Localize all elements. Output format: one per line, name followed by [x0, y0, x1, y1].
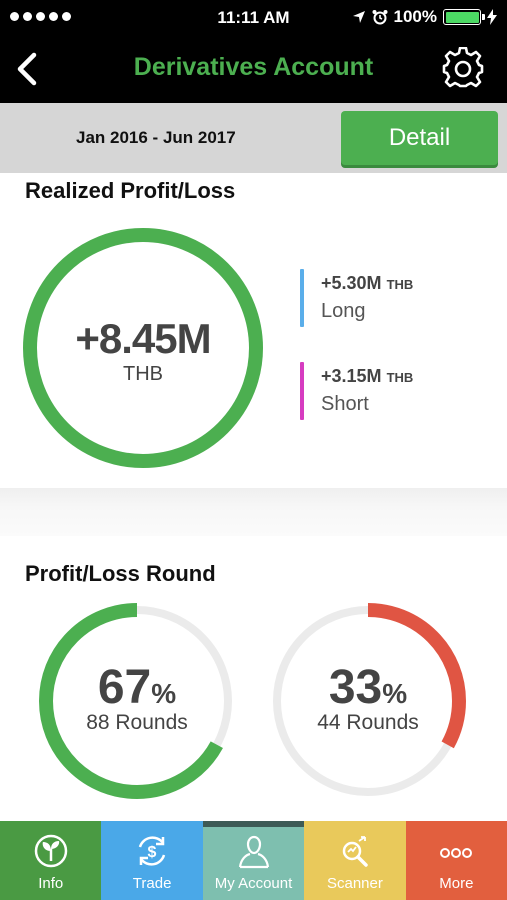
tab-info[interactable]: Info: [0, 821, 102, 900]
win-percent-sign: %: [151, 678, 177, 709]
loss-rounds: 44 Rounds: [317, 711, 419, 734]
more-dots-icon: [440, 848, 473, 858]
short-value-line: +3.15M THB: [321, 366, 413, 387]
status-bar: 11:11 AM 100%: [0, 0, 507, 36]
tab-more-label: More: [439, 875, 474, 892]
realized-ring: [23, 228, 263, 468]
svg-text:$: $: [148, 844, 157, 861]
long-color-bar: [300, 269, 304, 327]
plant-icon: [34, 834, 67, 868]
short-color-bar: [300, 362, 304, 420]
period-range[interactable]: Jan 2016 - Jun 2017: [76, 128, 236, 147]
tab-trade-label: Trade: [132, 875, 172, 892]
signal-dots-icon: [10, 12, 71, 21]
detail-button[interactable]: Detail: [341, 111, 498, 165]
rounds-section-title: Profit/Loss Round: [25, 561, 216, 586]
realized-total-value: +8.45M: [75, 315, 211, 362]
nav-bar: Derivatives Account: [0, 36, 507, 103]
loss-percent: 33: [328, 661, 383, 714]
section-divider: [0, 488, 507, 536]
gear-icon: [442, 46, 484, 88]
realized-total-unit: THB: [123, 363, 163, 385]
location-icon: [352, 11, 365, 23]
long-value: +5.30M: [321, 273, 382, 293]
win-percent-line: 67%: [37, 660, 237, 715]
realized-ring-arc: [23, 228, 263, 468]
short-unit: THB: [386, 370, 414, 385]
back-button[interactable]: [10, 50, 44, 88]
settings-button[interactable]: [441, 46, 485, 91]
tab-more[interactable]: More: [405, 821, 507, 900]
tab-trade[interactable]: $ Trade: [101, 821, 203, 900]
charging-icon: [487, 9, 497, 25]
page-title: Derivatives Account: [133, 53, 374, 81]
tab-my-account[interactable]: My Account: [202, 821, 305, 900]
loss-center: 33% 44 Rounds: [268, 660, 468, 735]
tab-my-account-label: My Account: [214, 875, 293, 892]
battery-icon: [443, 9, 485, 25]
long-unit: THB: [386, 277, 414, 292]
long-value-line: +5.30M THB: [321, 273, 413, 294]
tab-bar: Info $ Trade My Account Scanner: [0, 821, 507, 900]
tab-info-label: Info: [38, 875, 64, 892]
win-ring: [39, 603, 235, 799]
realized-section-title: Realized Profit/Loss: [25, 178, 236, 203]
period-bar: Jan 2016 - Jun 2017 Detail: [0, 103, 507, 173]
alarm-icon: [372, 10, 388, 25]
status-time: 11:11 AM: [217, 8, 290, 27]
short-value: +3.15M: [321, 366, 382, 386]
scanner-icon: [342, 836, 368, 867]
win-rounds: 88 Rounds: [86, 711, 188, 734]
realized-total: +8.45M THB: [20, 315, 266, 386]
win-ring-arc: [39, 603, 235, 799]
loss-percent-line: 33%: [268, 660, 468, 715]
loss-ring: [270, 603, 466, 799]
battery-percent: 100%: [393, 7, 437, 26]
tab-scanner-label: Scanner: [326, 875, 383, 892]
loss-ring-arc: [270, 603, 466, 799]
long-label: Long: [321, 300, 366, 322]
loss-percent-sign: %: [382, 678, 408, 709]
back-icon: [17, 52, 37, 86]
tab-scanner[interactable]: Scanner: [304, 821, 406, 900]
dollar-exchange-icon: $: [138, 836, 166, 866]
win-percent: 67: [97, 661, 152, 714]
user-icon: [238, 835, 269, 869]
win-center: 67% 88 Rounds: [37, 660, 237, 735]
short-label: Short: [321, 393, 369, 415]
